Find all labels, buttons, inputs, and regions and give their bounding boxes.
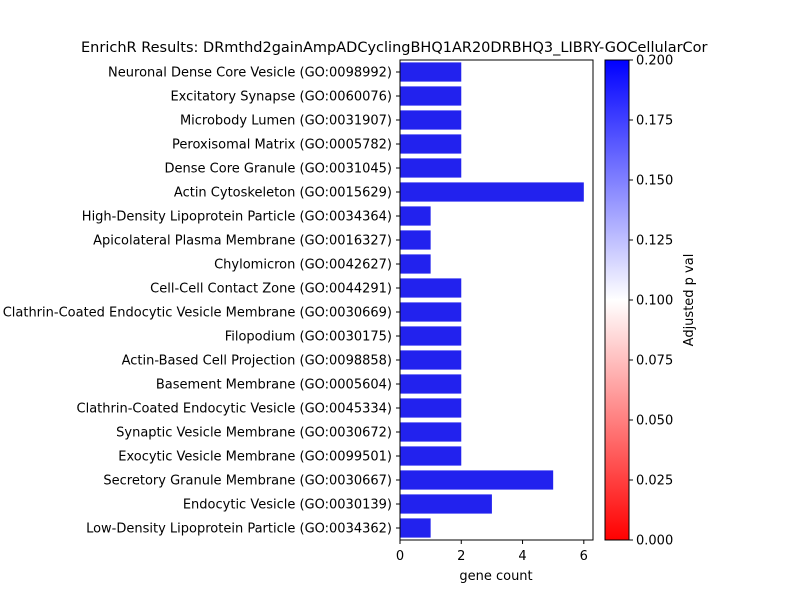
- bar: [400, 86, 462, 106]
- colorbar-tick-label: 0.025: [636, 474, 673, 489]
- bar: [400, 62, 462, 82]
- bar: [400, 350, 462, 370]
- category-label: Actin-Based Cell Projection (GO:0098858): [122, 354, 392, 369]
- bar: [400, 326, 462, 346]
- bar: [400, 134, 462, 154]
- bars-layer: [400, 62, 584, 538]
- colorbar-tick-label: 0.050: [636, 414, 673, 429]
- plot-frame: [399, 59, 594, 541]
- category-label: Excitatory Synapse (GO:0060076): [170, 90, 392, 105]
- colorbar-tick-label: 0.075: [636, 354, 673, 369]
- bar: [400, 518, 431, 538]
- bar: [400, 398, 462, 418]
- category-label: Secretory Granule Membrane (GO:0030667): [103, 474, 392, 489]
- bar: [400, 470, 554, 490]
- category-label: Apicolateral Plasma Membrane (GO:0016327…: [93, 234, 392, 249]
- bar: [400, 206, 431, 226]
- colorbar-tick-label: 0.100: [636, 294, 673, 309]
- category-label: Chylomicron (GO:0042627): [214, 258, 392, 273]
- category-label: Actin Cytoskeleton (GO:0015629): [174, 186, 392, 201]
- x-axis-label: gene count: [459, 569, 532, 584]
- category-label: Microbody Lumen (GO:0031907): [180, 114, 392, 129]
- category-label: Basement Membrane (GO:0005604): [156, 378, 392, 393]
- category-label: Endocytic Vesicle (GO:0030139): [183, 498, 392, 513]
- colorbar-gradient: [604, 59, 630, 541]
- bar: [400, 494, 492, 514]
- x-tick-label: 2: [457, 549, 465, 564]
- colorbar-tick-label: 0.175: [636, 114, 673, 129]
- category-label: Low-Density Lipoprotein Particle (GO:003…: [86, 522, 392, 537]
- bar: [400, 182, 584, 202]
- x-axis: 0 2 4 6: [396, 540, 588, 564]
- colorbar: 0.000 0.025 0.050 0.075 0.100 0.125 0.150 0.175…: [604, 54, 697, 549]
- bar: [400, 158, 462, 178]
- colorbar-label: Adjusted p val: [682, 254, 697, 347]
- category-label: Neuronal Dense Core Vesicle (GO:0098992): [108, 66, 392, 81]
- chart-title: EnrichR Results: DRmthd2gainAmpADCycling…: [81, 40, 708, 56]
- colorbar-tick-label: 0.125: [636, 234, 673, 249]
- x-tick-label: 6: [580, 549, 588, 564]
- bar: [400, 302, 462, 322]
- bar: [400, 422, 462, 442]
- bar: [400, 254, 431, 274]
- category-labels: Neuronal Dense Core Vesicle (GO:0098992)…: [3, 66, 400, 537]
- x-tick-label: 0: [396, 549, 404, 564]
- colorbar-tick-label: 0.150: [636, 174, 673, 189]
- category-label: Filopodium (GO:0030175): [225, 330, 392, 345]
- bar: [400, 110, 462, 130]
- category-label: Peroxisomal Matrix (GO:0005782): [172, 138, 392, 153]
- category-label: Cell-Cell Contact Zone (GO:0044291): [150, 282, 392, 297]
- category-label: Synaptic Vesicle Membrane (GO:0030672): [116, 426, 392, 441]
- category-label: High-Density Lipoprotein Particle (GO:00…: [82, 210, 392, 225]
- category-label: Exocytic Vesicle Membrane (GO:0099501): [118, 450, 392, 465]
- colorbar-ticks: 0.000 0.025 0.050 0.075 0.100 0.125 0.150 0.175…: [629, 54, 673, 549]
- category-label: Clathrin-Coated Endocytic Vesicle Membra…: [3, 306, 392, 321]
- x-tick-label: 4: [518, 549, 526, 564]
- bar: [400, 374, 462, 394]
- bar: [400, 446, 462, 466]
- colorbar-tick-label: 0.000: [636, 534, 673, 549]
- bar: [400, 230, 431, 250]
- colorbar-tick-label: 0.200: [636, 54, 673, 69]
- category-label: Clathrin-Coated Endocytic Vesicle (GO:00…: [77, 402, 393, 417]
- bar: [400, 278, 462, 298]
- category-label: Dense Core Granule (GO:0031045): [165, 162, 392, 177]
